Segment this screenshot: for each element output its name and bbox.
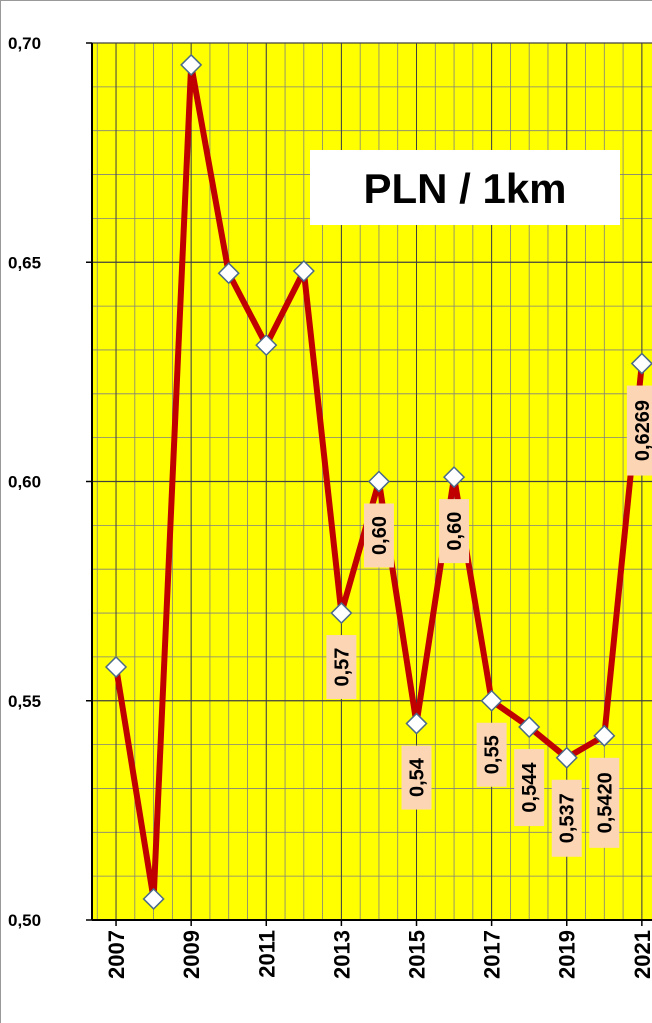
data-label-box: [401, 745, 432, 810]
data-point: [217, 262, 240, 285]
x-tick-label: 2007: [104, 930, 129, 979]
data-label: 0,60: [444, 512, 466, 551]
x-tick-label: 2017: [480, 930, 505, 979]
x-tick-label: 2019: [555, 930, 580, 979]
y-tick-label: 0,65: [8, 253, 41, 272]
y-tick-label: 0,60: [8, 473, 41, 492]
data-point: [630, 352, 652, 375]
data-label-box: [514, 749, 545, 827]
data-point: [367, 470, 391, 493]
data-label: 0,54: [407, 757, 429, 797]
data-point: [593, 724, 616, 747]
data-label-box: [626, 385, 652, 476]
data-point: [518, 715, 541, 739]
data-label: 0,55: [482, 735, 504, 774]
data-point: [104, 655, 128, 679]
data-label: 0,6269: [632, 400, 652, 461]
data-point: [405, 712, 428, 735]
data-point: [292, 259, 315, 283]
data-point: [142, 887, 165, 911]
x-tick-label: 2011: [254, 930, 279, 978]
y-tick-label: 0,70: [8, 34, 41, 53]
data-point: [180, 53, 203, 76]
data-point: [255, 334, 278, 357]
data-point: [480, 689, 503, 712]
data-label-box: [551, 779, 582, 857]
data-label: 0,60: [369, 516, 391, 555]
data-label-box: [363, 503, 394, 568]
x-tick-label: 2013: [329, 930, 354, 979]
data-label-box: [439, 499, 470, 564]
title-box: [310, 150, 620, 225]
y-tick-label: 0,55: [8, 692, 41, 711]
data-label: 0,57: [331, 648, 353, 687]
x-tick-label: 2021: [630, 930, 652, 979]
data-point: [555, 746, 578, 769]
x-tick-label: 2009: [179, 930, 204, 979]
data-label-box: [326, 635, 357, 700]
data-label: 0,5420: [594, 772, 616, 833]
data-label: 0,544: [519, 762, 541, 813]
data-label: 0,537: [557, 793, 579, 843]
data-label-box: [589, 757, 620, 848]
data-label-box: [476, 722, 507, 787]
x-tick-label: 2015: [405, 930, 430, 979]
data-point: [330, 601, 353, 625]
chart-title: PLN / 1km: [363, 165, 566, 212]
y-tick-label: 0,50: [8, 911, 41, 930]
data-point: [443, 466, 466, 489]
